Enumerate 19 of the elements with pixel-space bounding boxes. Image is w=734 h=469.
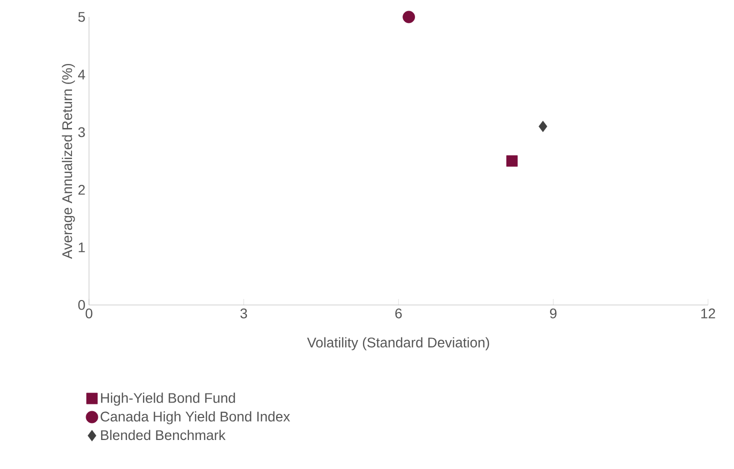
y-tick-label: 4	[78, 70, 86, 80]
legend-label: High-Yield Bond Fund	[101, 392, 235, 406]
y-tick-label: 1	[78, 242, 85, 252]
y-axis-title: Average Annualized Return (%)	[62, 64, 75, 259]
x-tick-label: 0	[86, 308, 92, 318]
x-tick-label: 6	[395, 308, 402, 318]
point	[538, 120, 548, 132]
x-tick-label: 12	[701, 308, 716, 318]
legend-label: Blended Benchmark	[101, 430, 226, 440]
y-tick-label: 5	[78, 12, 85, 22]
point	[506, 155, 518, 167]
x-tick-label: 9	[550, 308, 556, 318]
x-tick-label: 3	[240, 308, 248, 318]
y-tick-label: 3	[78, 127, 85, 138]
legend-label: Canada High Yield Bond Index	[100, 411, 290, 424]
y-tick-label: 2	[78, 184, 85, 195]
x-axis-title: Volatility (Standard Deviation)	[307, 337, 490, 350]
y-tick-label: 0	[78, 300, 85, 310]
point	[402, 10, 416, 24]
